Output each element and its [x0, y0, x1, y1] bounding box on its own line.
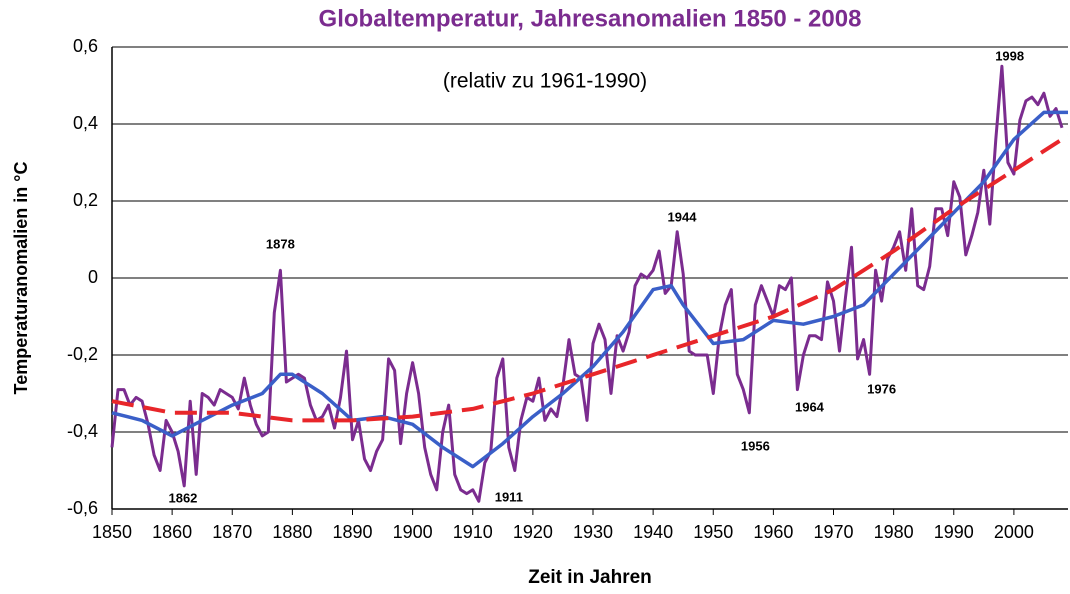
x-tick-label: 1940 — [633, 522, 673, 542]
annotation: 1878 — [266, 236, 295, 251]
y-tick-label: 0,4 — [73, 113, 98, 133]
series-line — [111, 110, 1068, 469]
x-tick-label: 1890 — [332, 522, 372, 542]
x-tick-label: 1990 — [934, 522, 974, 542]
x-tick-label: 1930 — [573, 522, 613, 542]
annotation: 1976 — [867, 381, 896, 396]
x-tick-label: 1880 — [272, 522, 312, 542]
x-tick-label: 1920 — [513, 522, 553, 542]
y-tick-label: -0,4 — [67, 421, 98, 441]
x-tick-label: 1960 — [753, 522, 793, 542]
annotation: 1998 — [995, 48, 1024, 63]
x-tick-label: 1860 — [152, 522, 192, 542]
y-tick-label: 0,2 — [73, 190, 98, 210]
x-tick-label: 1900 — [393, 522, 433, 542]
y-tick-label: 0,6 — [73, 36, 98, 56]
subtitle: (relativ zu 1961-1990) — [443, 70, 647, 93]
series-line — [110, 64, 1064, 503]
y-tick-label: -0,6 — [67, 498, 98, 518]
y-axis-label: Temperaturanomalien in °C — [11, 162, 31, 395]
y-tick-label: -0,2 — [67, 344, 98, 364]
annotation: 1964 — [795, 400, 825, 415]
annotation: 1956 — [741, 438, 770, 453]
chart-title: Globaltemperatur, Jahresanomalien 1850 -… — [319, 5, 862, 32]
x-tick-label: 1950 — [693, 522, 733, 542]
x-tick-label: 1980 — [874, 522, 914, 542]
series-line — [111, 133, 1070, 423]
x-tick-label: 1870 — [212, 522, 252, 542]
x-tick-label: 2000 — [994, 522, 1034, 542]
x-tick-label: 1970 — [813, 522, 853, 542]
x-axis-label: Zeit in Jahren — [528, 567, 652, 588]
annotation: 1911 — [495, 489, 523, 504]
x-tick-label: 1910 — [453, 522, 493, 542]
annotation: 1862 — [168, 490, 197, 505]
y-tick-label: 0 — [88, 267, 98, 287]
annotation: 1944 — [668, 209, 698, 224]
x-tick-label: 1850 — [92, 522, 132, 542]
